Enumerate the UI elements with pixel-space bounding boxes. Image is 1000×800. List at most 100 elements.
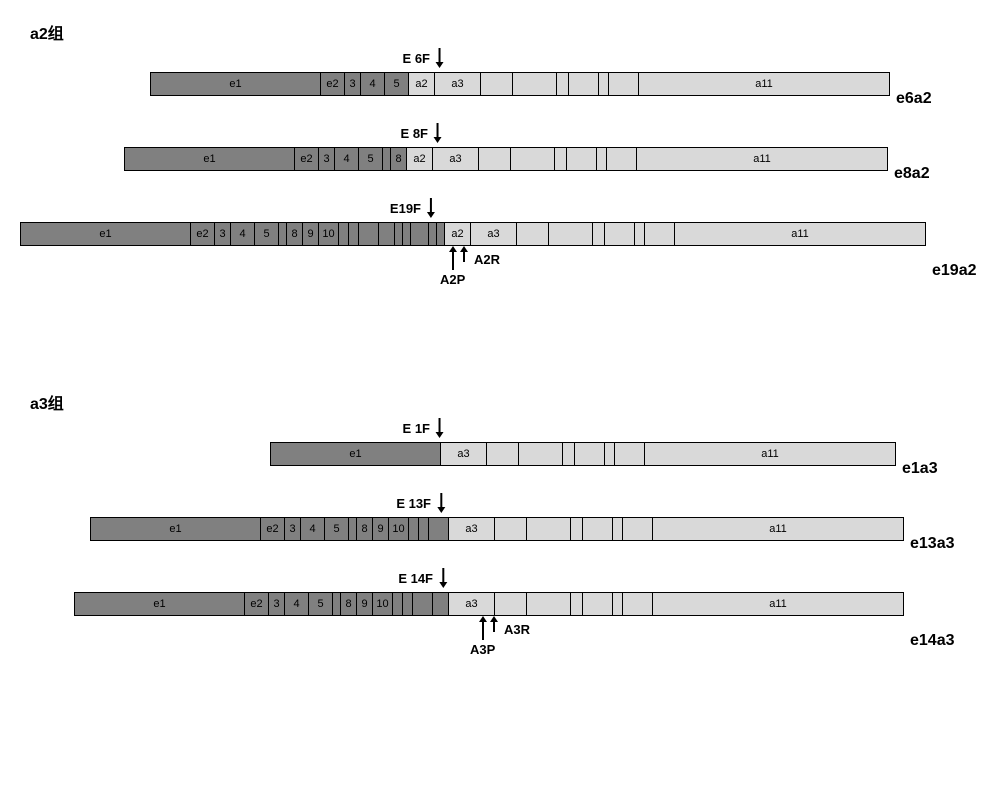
segment-unlabeled	[615, 443, 645, 465]
segment-unlabeled	[359, 223, 379, 245]
exon-bar: e1e23458a2a3a11	[124, 147, 888, 171]
exon-bar: e1e23458910a2a3a11	[20, 222, 926, 246]
segment-4: 4	[285, 593, 309, 615]
top-annotation-area: E 6F	[150, 50, 890, 72]
segment-unlabeled	[569, 73, 599, 95]
row-right-label: e14a3	[910, 610, 955, 650]
segment-unlabeled	[527, 593, 571, 615]
anno-label: E19F	[390, 201, 421, 216]
segment-4: 4	[301, 518, 325, 540]
segment-a2: a2	[407, 148, 433, 170]
segment-unlabeled	[495, 518, 527, 540]
top-annotation-area: E 14F	[74, 570, 904, 592]
arrow-down-icon	[425, 198, 437, 218]
segment-unlabeled	[549, 223, 593, 245]
segment-unlabeled	[403, 593, 413, 615]
segment-3: 3	[285, 518, 301, 540]
arrow-down-icon	[435, 493, 447, 513]
arrow-down-icon	[432, 123, 444, 143]
group-a3: a3组E 1F e1a3a11e1a3E 13F e1e23458910a3a1…	[20, 390, 980, 690]
segment-a3: a3	[441, 443, 487, 465]
segment-unlabeled	[613, 518, 623, 540]
bar-wrap: E 8F e1e23458a2a3a11	[124, 125, 888, 171]
anno-label: E 13F	[396, 496, 431, 511]
segment-unlabeled	[575, 443, 605, 465]
bar-wrap: E 13F e1e23458910a3a11	[90, 495, 904, 541]
segment-e1: e1	[75, 593, 245, 615]
row-a2-1: E 8F e1e23458a2a3a11e8a2	[20, 125, 980, 200]
segment-unlabeled	[593, 223, 605, 245]
group-title-text: a2组	[30, 20, 64, 44]
segment-unlabeled	[403, 223, 411, 245]
segment-unlabeled	[479, 148, 511, 170]
row-right-label: e1a3	[902, 438, 938, 478]
segment-9: 9	[357, 593, 373, 615]
segment-unlabeled	[349, 518, 357, 540]
segment-unlabeled	[557, 73, 569, 95]
segment-unlabeled	[571, 593, 583, 615]
arrow-up-icon	[477, 616, 489, 640]
bar-wrap: E 14F e1e23458910a3a11 A3P A3R	[74, 570, 904, 666]
forward-primer-anno: E19F	[390, 198, 437, 218]
arrow-down-icon	[434, 418, 446, 438]
segment-5: 5	[325, 518, 349, 540]
segment-a11: a11	[675, 223, 925, 245]
segment-unlabeled	[623, 518, 653, 540]
segment-a2: a2	[409, 73, 435, 95]
bottom-annotation-area: A2P A2R	[20, 246, 926, 296]
group-title: a2组	[20, 20, 980, 44]
segment-unlabeled	[279, 223, 287, 245]
segment-10: 10	[373, 593, 393, 615]
top-annotation-area: E 13F	[90, 495, 904, 517]
segment-unlabeled	[409, 518, 419, 540]
segment-a2: a2	[445, 223, 471, 245]
segment-a11: a11	[645, 443, 895, 465]
exon-bar: e1a3a11	[270, 442, 896, 466]
segment-unlabeled	[495, 593, 527, 615]
anno-label: A2P	[440, 272, 465, 287]
exon-bar: e1e23458910a3a11	[74, 592, 904, 616]
segment-a11: a11	[653, 593, 903, 615]
arrow-down-icon	[437, 568, 449, 588]
segment-a11: a11	[637, 148, 887, 170]
segment-unlabeled	[339, 223, 349, 245]
reverse-anno-A3R: A3R	[488, 616, 530, 637]
row-right-label: e8a2	[894, 143, 930, 183]
segment-unlabeled	[433, 593, 449, 615]
segment-unlabeled	[419, 518, 429, 540]
segment-unlabeled	[511, 148, 555, 170]
row-right-label: e6a2	[896, 68, 932, 108]
segment-e1: e1	[21, 223, 191, 245]
top-annotation-area: E 8F	[124, 125, 888, 147]
arrow-up-icon	[447, 246, 459, 270]
segment-a3: a3	[449, 593, 495, 615]
segment-5: 5	[255, 223, 279, 245]
anno-label: E 8F	[401, 126, 428, 141]
anno-label: E 6F	[403, 51, 430, 66]
anno-label: E 1F	[403, 421, 430, 436]
segment-a3: a3	[433, 148, 479, 170]
segment-unlabeled	[517, 223, 549, 245]
bar-wrap: E 6F e1e2345a2a3a11	[150, 50, 890, 96]
segment-unlabeled	[333, 593, 341, 615]
segment-5: 5	[309, 593, 333, 615]
segment-e1: e1	[125, 148, 295, 170]
segment-unlabeled	[379, 223, 395, 245]
segment-unlabeled	[395, 223, 403, 245]
segment-a3: a3	[435, 73, 481, 95]
segment-unlabeled	[429, 223, 437, 245]
group-title: a3组	[20, 390, 980, 414]
segment-unlabeled	[583, 593, 613, 615]
segment-unlabeled	[349, 223, 359, 245]
forward-primer-anno: E 1F	[403, 418, 446, 438]
segment-4: 4	[361, 73, 385, 95]
segment-e2: e2	[295, 148, 319, 170]
segment-8: 8	[287, 223, 303, 245]
group-title-text: a3组	[30, 390, 64, 414]
anno-label: A3R	[504, 622, 530, 637]
segment-3: 3	[345, 73, 361, 95]
segment-unlabeled	[605, 443, 615, 465]
arrow-up-icon	[488, 616, 500, 632]
segment-3: 3	[319, 148, 335, 170]
segment-e2: e2	[321, 73, 345, 95]
